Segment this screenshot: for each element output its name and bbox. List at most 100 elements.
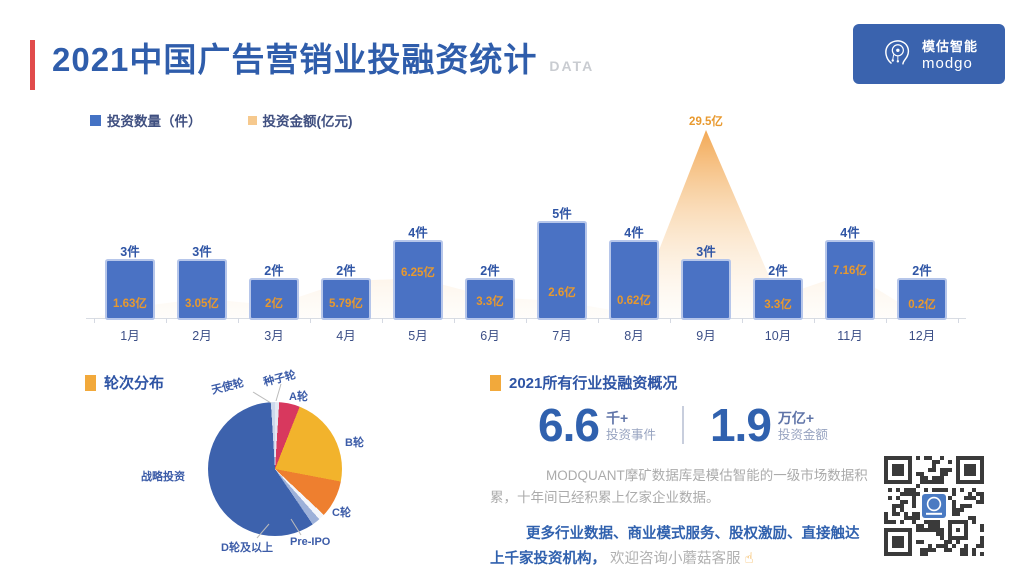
bar-2月 [179, 261, 225, 318]
axis-tick [526, 318, 527, 323]
pie-title: 轮次分布 [104, 375, 165, 392]
amount-legend-swatch-icon [247, 115, 257, 125]
amount-area-series [94, 130, 958, 318]
bar-4月 [323, 280, 369, 318]
axis-tick [94, 318, 95, 323]
qr-code [884, 456, 984, 556]
x-tick-label: 5月 [408, 329, 428, 343]
title-accent-bar [30, 40, 35, 90]
title-suffix: DATA [549, 57, 595, 74]
modgo-logo: 模估智能 modgo [853, 24, 1005, 84]
round-distribution-pie-chart [208, 402, 342, 536]
promo-gray-text: 欢迎咨询小蘑菇客服 [610, 550, 741, 567]
summary-title: 2021所有行业投融资概况 [509, 375, 678, 392]
stats-divider [681, 406, 684, 444]
database-description: MODQUANT摩矿数据库是模估智能的一级市场数据积累，十年间已经积累上亿家企业… [490, 468, 868, 506]
bar-amount-label: 5.79亿 [329, 298, 363, 310]
stat-label: 投资事件 [605, 427, 656, 442]
bar-count-label: 2件 [480, 264, 500, 278]
bar-amount-label: 1.63亿 [113, 298, 147, 310]
x-tick-label: 8月 [624, 329, 644, 343]
bar-count-label: 2件 [768, 264, 788, 278]
legend-amount-label: 投资金额(亿元) [262, 114, 353, 129]
pie-slice-label: B轮 [345, 437, 364, 449]
logo-brand-cn: 模估智能 [921, 39, 978, 54]
x-tick-label: 6月 [480, 329, 500, 343]
bar-count-label: 3件 [696, 245, 716, 259]
bar-count-label: 2件 [264, 264, 284, 278]
legend-item-amount: 投资金额(亿元) [247, 110, 353, 130]
bar-amount-label: 7.16亿 [833, 265, 867, 277]
promo-text: 更多行业数据、商业模式服务、股权激励、直接触达上千家投资机构， 欢迎咨询小蘑菇客… [490, 522, 870, 571]
pointing-hand-icon: ☝ [744, 550, 754, 567]
axis-tick [742, 318, 743, 323]
bar-count-label: 2件 [912, 264, 932, 278]
bar-amount-label: 2亿 [265, 298, 283, 310]
bar-count-label: 3件 [120, 245, 140, 259]
bar-amount-label: 6.25亿 [401, 267, 435, 279]
promo-bold-text: 更多行业数据、商业模式服务、股权激励、直接触达上千家投资机构， [490, 526, 860, 567]
axis-tick [238, 318, 239, 323]
bar-9月 [683, 261, 729, 318]
stat-value: 6.6 [538, 399, 600, 451]
x-tick-label: 12月 [908, 329, 936, 343]
logo-brand-en: modgo [921, 55, 973, 72]
bar-10月 [755, 280, 801, 318]
stat-label: 投资金额 [777, 427, 828, 442]
bar-count-label: 4件 [408, 226, 428, 240]
axis-tick [814, 318, 815, 323]
bar-amount-label: 3.3亿 [764, 299, 792, 311]
x-tick-label: 7月 [552, 329, 572, 343]
chart-legend: 投资数量（件） 投资金额(亿元) [90, 110, 353, 130]
bar-amount-label: 0.2亿 [908, 299, 936, 311]
axis-tick [958, 318, 959, 323]
orange-marker-icon [85, 374, 96, 391]
legend-item-count: 投资数量（件） [90, 110, 202, 130]
pie-slice-label: A轮 [289, 391, 308, 403]
axis-tick [310, 318, 311, 323]
x-tick-label: 2月 [192, 329, 212, 343]
header: 2021中国广告营销业投融资统计 DATA [52, 40, 594, 80]
legend-count-label: 投资数量（件） [107, 114, 202, 129]
bar-7月 [539, 223, 585, 318]
industry-summary-panel: 2021所有行业投融资概况 6.6 千+ 投资事件 1.9 万亿+ 投资金额 M… [490, 372, 875, 576]
bar-count-label: 4件 [624, 226, 644, 240]
pie-slice-label: 战略投资 [141, 471, 185, 483]
x-tick-label: 4月 [336, 329, 356, 343]
axis-tick [382, 318, 383, 323]
x-tick-label: 11月 [837, 329, 863, 343]
stat-value: 1.9 [709, 399, 772, 451]
axis-tick [166, 318, 167, 323]
x-tick-label: 1月 [120, 329, 140, 343]
axis-tick [670, 318, 671, 323]
bar-count-label: 4件 [840, 226, 860, 240]
axis-tick [886, 318, 887, 323]
bar-amount-label: 3.3亿 [476, 296, 504, 308]
bar-amount-label: 2.6亿 [548, 287, 576, 299]
orange-marker-icon [490, 374, 501, 391]
bar-count-label: 2件 [336, 264, 356, 278]
axis-tick [454, 318, 455, 323]
axis-tick [598, 318, 599, 323]
pie-slice-label: D轮及以上 [221, 542, 273, 554]
x-tick-label: 9月 [696, 329, 716, 343]
investment-bar-chart: 3件 1月 1.63亿 3件 2月 3.05亿 2件 3月 2亿 2件 4月 5.79亿… [86, 105, 966, 346]
bar-12月 [899, 280, 945, 318]
stat-investment-amount: 1.9 万亿+ 投资金额 [710, 402, 828, 448]
pie-slice-label: C轮 [332, 507, 351, 519]
summary-section-heading: 2021所有行业投融资概况 [490, 372, 875, 393]
pie-leader-lines [252, 383, 302, 539]
bar-5月 [395, 242, 441, 318]
stat-investment-events: 6.6 千+ 投资事件 [538, 402, 656, 448]
round-distribution-panel: 轮次分布 种子轮 A轮 B轮 C轮 Pre-IPO D轮及以上 战略投资 天使轮 [85, 369, 475, 576]
count-legend-swatch-icon [90, 114, 101, 126]
x-tick-label: 10月 [764, 329, 792, 343]
stat-unit: 万亿+ [777, 410, 815, 426]
x-tick-label: 3月 [264, 329, 284, 343]
bar-11月 [827, 242, 873, 318]
bar-amount-label: 0.62亿 [617, 295, 651, 307]
pie-slice-label: Pre-IPO [290, 536, 331, 548]
pie-section-heading: 轮次分布 [85, 372, 475, 393]
page-title: 2021中国广告营销业投融资统计 [52, 41, 538, 78]
